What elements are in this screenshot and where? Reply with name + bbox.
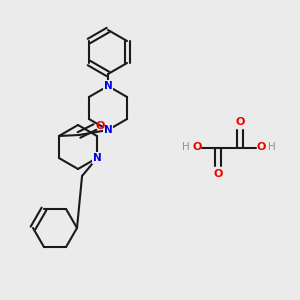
Text: O: O <box>256 142 266 152</box>
Text: H: H <box>268 142 276 152</box>
Text: N: N <box>93 153 101 163</box>
Text: N: N <box>103 81 112 91</box>
Text: O: O <box>192 142 202 152</box>
Text: N: N <box>103 125 112 135</box>
Text: H: H <box>182 142 190 152</box>
Text: O: O <box>95 121 105 131</box>
Text: O: O <box>213 169 223 179</box>
Text: O: O <box>235 117 245 127</box>
